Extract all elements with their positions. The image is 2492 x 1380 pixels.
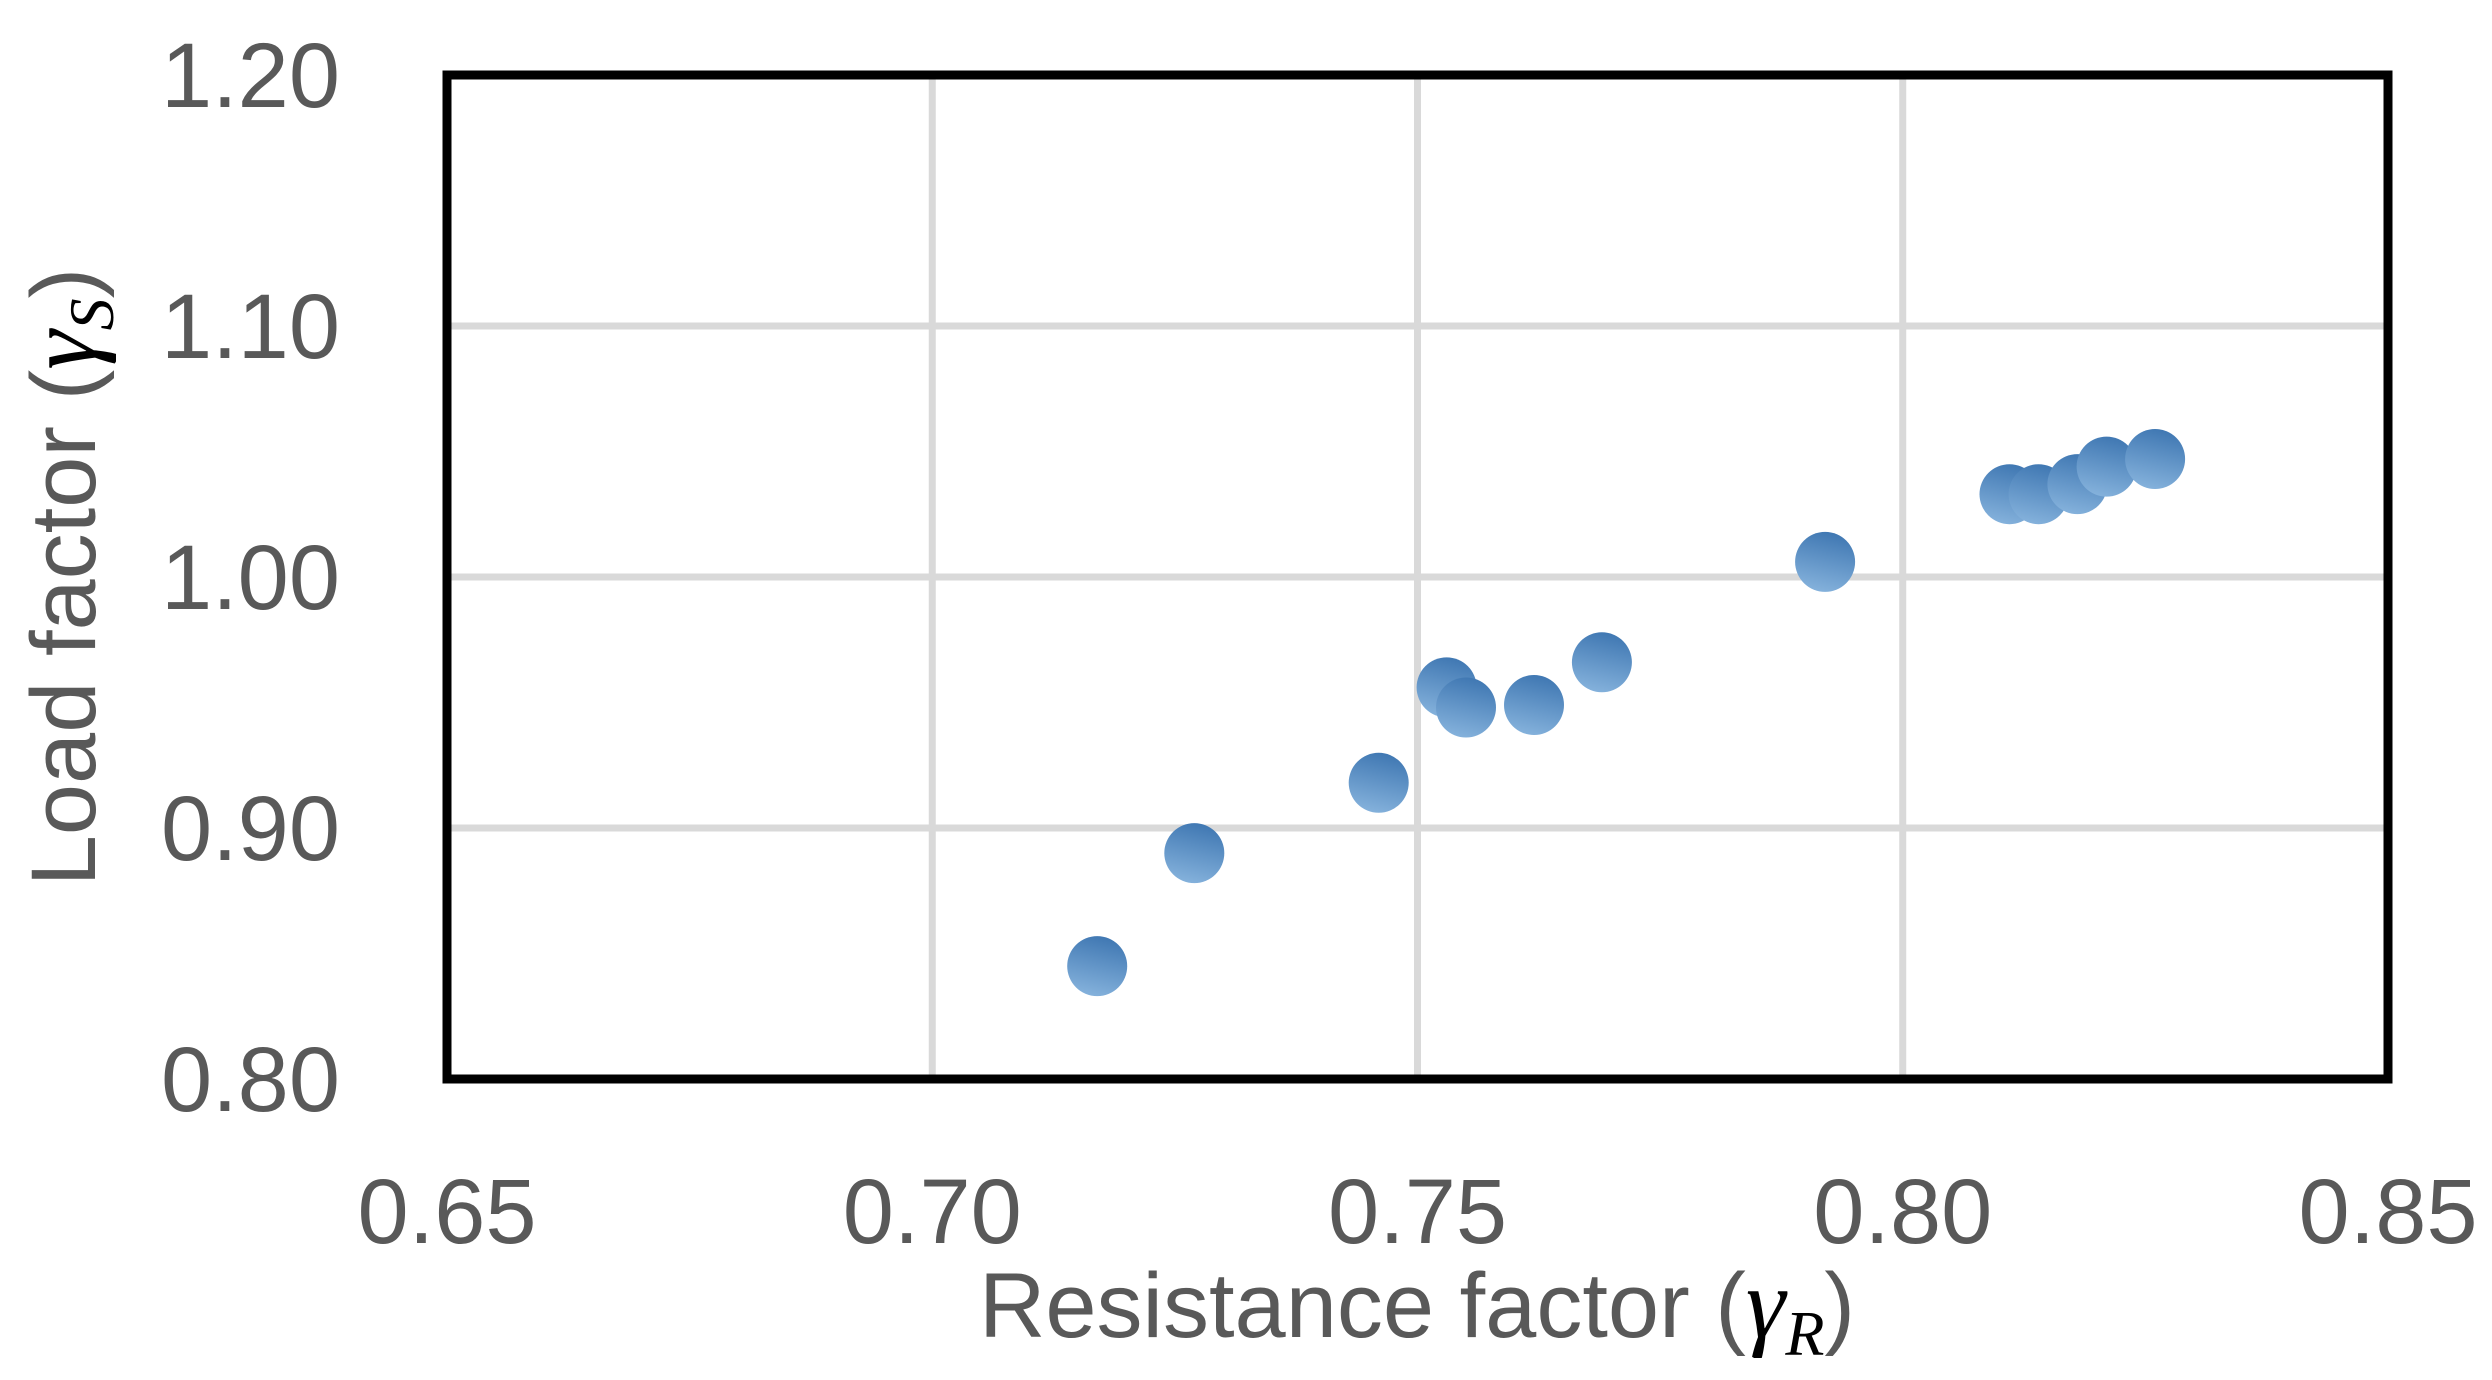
plot-border — [442, 70, 2393, 1084]
data-points-series — [1067, 429, 2186, 997]
data-point — [1795, 531, 1856, 592]
data-point — [1504, 675, 1564, 735]
x-tick-label: 0.75 — [1328, 1161, 1507, 1263]
gridlines — [447, 75, 2388, 1079]
x-axis-tick-labels: 0.65 0.70 0.75 0.80 0.85 — [357, 1161, 2477, 1263]
y-axis-tick-labels: 0.80 0.90 1.00 1.10 1.20 — [161, 25, 340, 1131]
x-axis-title: Resistance factor (γR) — [979, 1248, 1855, 1369]
data-point — [2076, 436, 2137, 497]
y-tick-label: 0.80 — [161, 1029, 340, 1131]
data-point — [1348, 752, 1409, 813]
x-tick-label: 0.85 — [2298, 1161, 2477, 1263]
data-point — [1436, 677, 1496, 738]
y-axis-title: Load factor (γS) — [6, 268, 127, 887]
data-point — [1571, 632, 1632, 693]
x-tick-label: 0.65 — [357, 1161, 536, 1263]
y-tick-label: 1.10 — [161, 276, 340, 378]
data-point — [2125, 429, 2186, 489]
data-point — [1067, 936, 1128, 997]
y-tick-label: 0.90 — [161, 778, 340, 880]
y-tick-label: 1.20 — [161, 25, 340, 127]
x-tick-label: 0.80 — [1813, 1161, 1992, 1263]
data-point — [1164, 823, 1225, 884]
y-tick-label: 1.00 — [161, 527, 340, 629]
x-tick-label: 0.70 — [843, 1161, 1022, 1263]
